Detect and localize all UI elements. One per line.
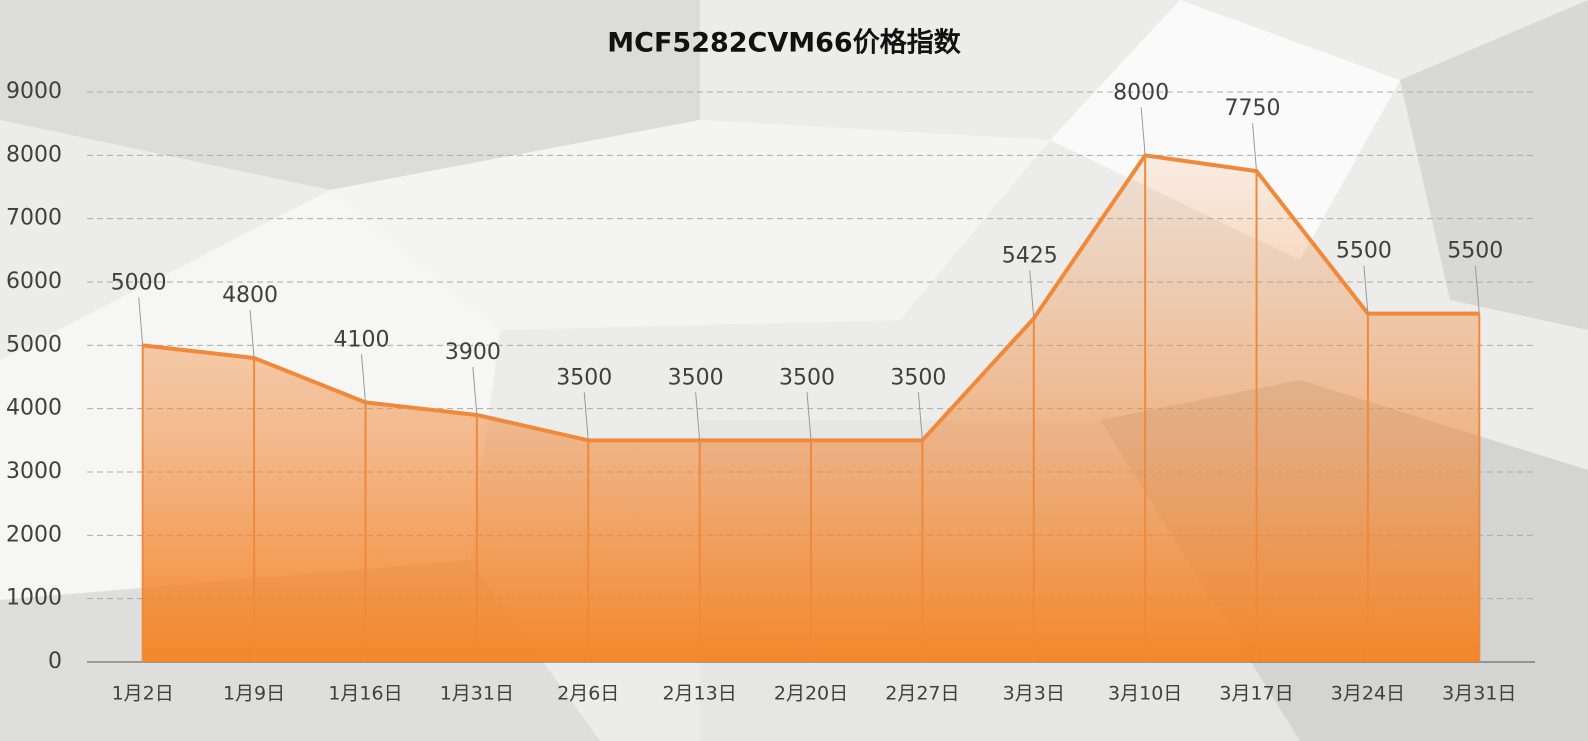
- leader-line: [1474, 265, 1480, 314]
- y-tick-label: 6000: [6, 269, 62, 294]
- x-tick-label: 1月2日: [112, 683, 174, 705]
- y-tick-label: 5000: [6, 332, 62, 357]
- leader-line: [917, 392, 923, 441]
- data-label: 3900: [445, 340, 501, 365]
- leader-line: [472, 366, 478, 416]
- x-tick-label: 2月20日: [774, 683, 848, 705]
- data-label: 5000: [111, 270, 167, 295]
- data-label: 5425: [1002, 243, 1058, 268]
- x-tick-label: 1月31日: [440, 683, 514, 705]
- data-label: 7750: [1225, 96, 1281, 121]
- data-label: 3500: [668, 365, 724, 390]
- data-label: 3500: [779, 365, 835, 390]
- y-tick-label: 1000: [6, 586, 62, 611]
- data-label: 3500: [890, 365, 946, 390]
- chart-title: MCF5282CVM66价格指数: [607, 28, 961, 59]
- x-tick-label: 1月9日: [223, 683, 285, 705]
- y-tick-label: 9000: [6, 79, 62, 104]
- leader-line: [249, 309, 255, 359]
- y-tick-label: 8000: [6, 142, 62, 167]
- x-tick-label: 3月24日: [1331, 683, 1405, 705]
- data-label: 5500: [1336, 239, 1392, 264]
- data-label: 4100: [333, 327, 389, 352]
- x-tick-label: 2月6日: [557, 683, 619, 705]
- y-tick-label: 4000: [6, 396, 62, 421]
- x-tick-label: 3月17日: [1219, 683, 1293, 705]
- y-tick-label: 2000: [6, 522, 62, 547]
- leader-line: [1029, 270, 1035, 319]
- leader-line: [1252, 123, 1258, 172]
- leader-line: [1363, 265, 1369, 314]
- data-label: 8000: [1113, 80, 1169, 105]
- y-tick-label: 7000: [6, 206, 62, 231]
- y-tick-label: 0: [48, 649, 62, 674]
- leader-line: [138, 297, 144, 346]
- x-tick-label: 3月31日: [1442, 683, 1516, 705]
- data-label: 3500: [556, 365, 612, 390]
- x-tick-label: 1月16日: [328, 683, 402, 705]
- x-tick-label: 3月10日: [1108, 683, 1182, 705]
- y-tick-label: 3000: [6, 459, 62, 484]
- data-label: 5500: [1447, 239, 1503, 264]
- x-tick-label: 2月13日: [662, 683, 736, 705]
- leader-line: [806, 392, 812, 441]
- leader-line: [583, 392, 589, 441]
- x-tick-label: 3月3日: [1003, 683, 1065, 705]
- x-tick-label: 2月27日: [885, 683, 959, 705]
- leader-line: [1140, 107, 1146, 156]
- leader-line: [360, 354, 366, 403]
- leader-line: [695, 392, 701, 441]
- data-label: 4800: [222, 283, 278, 308]
